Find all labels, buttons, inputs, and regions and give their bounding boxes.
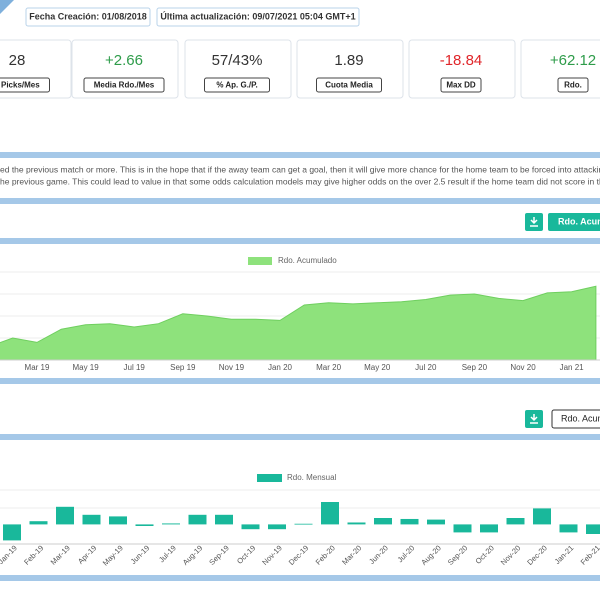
bar (348, 522, 366, 524)
chart-button-label: Rdo. Acumulado (558, 216, 600, 226)
stat-label: s Picks/Mes (0, 81, 40, 90)
bar (480, 524, 498, 532)
stat-label: % Ap. G./P. (216, 81, 257, 90)
bar (374, 518, 392, 524)
bar (162, 523, 180, 524)
legend-label: Rdo. Acumulado (278, 256, 337, 265)
stat-value: 1.89 (334, 52, 363, 69)
stat-value: 28 (9, 52, 26, 69)
stat-label: Cuota Media (325, 81, 373, 90)
bar (242, 524, 260, 529)
x-tick-label: Nov 20 (510, 363, 536, 372)
bar (295, 524, 313, 525)
bar (56, 507, 74, 525)
bar (321, 502, 339, 524)
bar (215, 515, 233, 525)
bar (30, 521, 48, 524)
bar (586, 524, 600, 534)
x-tick-label: May 20 (364, 363, 391, 372)
bar (136, 524, 154, 526)
bar (189, 515, 207, 525)
x-tick-label: Jul 19 (124, 363, 146, 372)
stat-value: +62.12 (550, 52, 596, 69)
bar (454, 524, 472, 532)
stat-value: -18.84 (440, 52, 483, 69)
stat-label: Media Rdo./Mes (94, 81, 155, 90)
x-tick-label: Jan 21 (560, 363, 585, 372)
chart-button-label: Rdo. Acumulado (561, 413, 600, 423)
bar (3, 524, 21, 540)
x-tick-label: Sep 19 (170, 363, 196, 372)
separator (0, 152, 600, 158)
separator (0, 378, 600, 384)
bar (83, 515, 101, 525)
separator (0, 434, 600, 440)
x-tick-label: Jul 20 (415, 363, 437, 372)
stat-value: 57/43% (212, 52, 263, 69)
stat-label: Rdo. (564, 81, 582, 90)
bar (401, 519, 419, 524)
updated: Última actualización: 09/07/2021 05:04 G… (160, 10, 355, 21)
x-tick-label: Jan 20 (268, 363, 293, 372)
bar (533, 508, 551, 524)
separator (0, 198, 600, 204)
separator (0, 238, 600, 244)
legend-label: Rdo. Mensual (287, 473, 337, 482)
created: Fecha Creación: 01/08/2018 (29, 11, 147, 21)
bar (109, 516, 127, 524)
legend-swatch (257, 474, 282, 482)
bar (560, 524, 578, 532)
stat-label: Max DD (446, 81, 476, 90)
description-line: ed the previous match or more. This is i… (0, 164, 600, 174)
x-tick-label: Sep 20 (462, 363, 488, 372)
bar (427, 520, 445, 525)
bar (268, 524, 286, 529)
x-tick-label: Mar 19 (25, 363, 50, 372)
legend-swatch (248, 257, 272, 265)
separator (0, 575, 600, 581)
x-tick-label: May 19 (72, 363, 99, 372)
bar (507, 518, 525, 524)
stat-value: +2.66 (105, 52, 143, 69)
description-line: he previous game. This could lead to val… (0, 176, 600, 186)
x-tick-label: Nov 19 (219, 363, 245, 372)
x-tick-label: Mar 20 (316, 363, 341, 372)
